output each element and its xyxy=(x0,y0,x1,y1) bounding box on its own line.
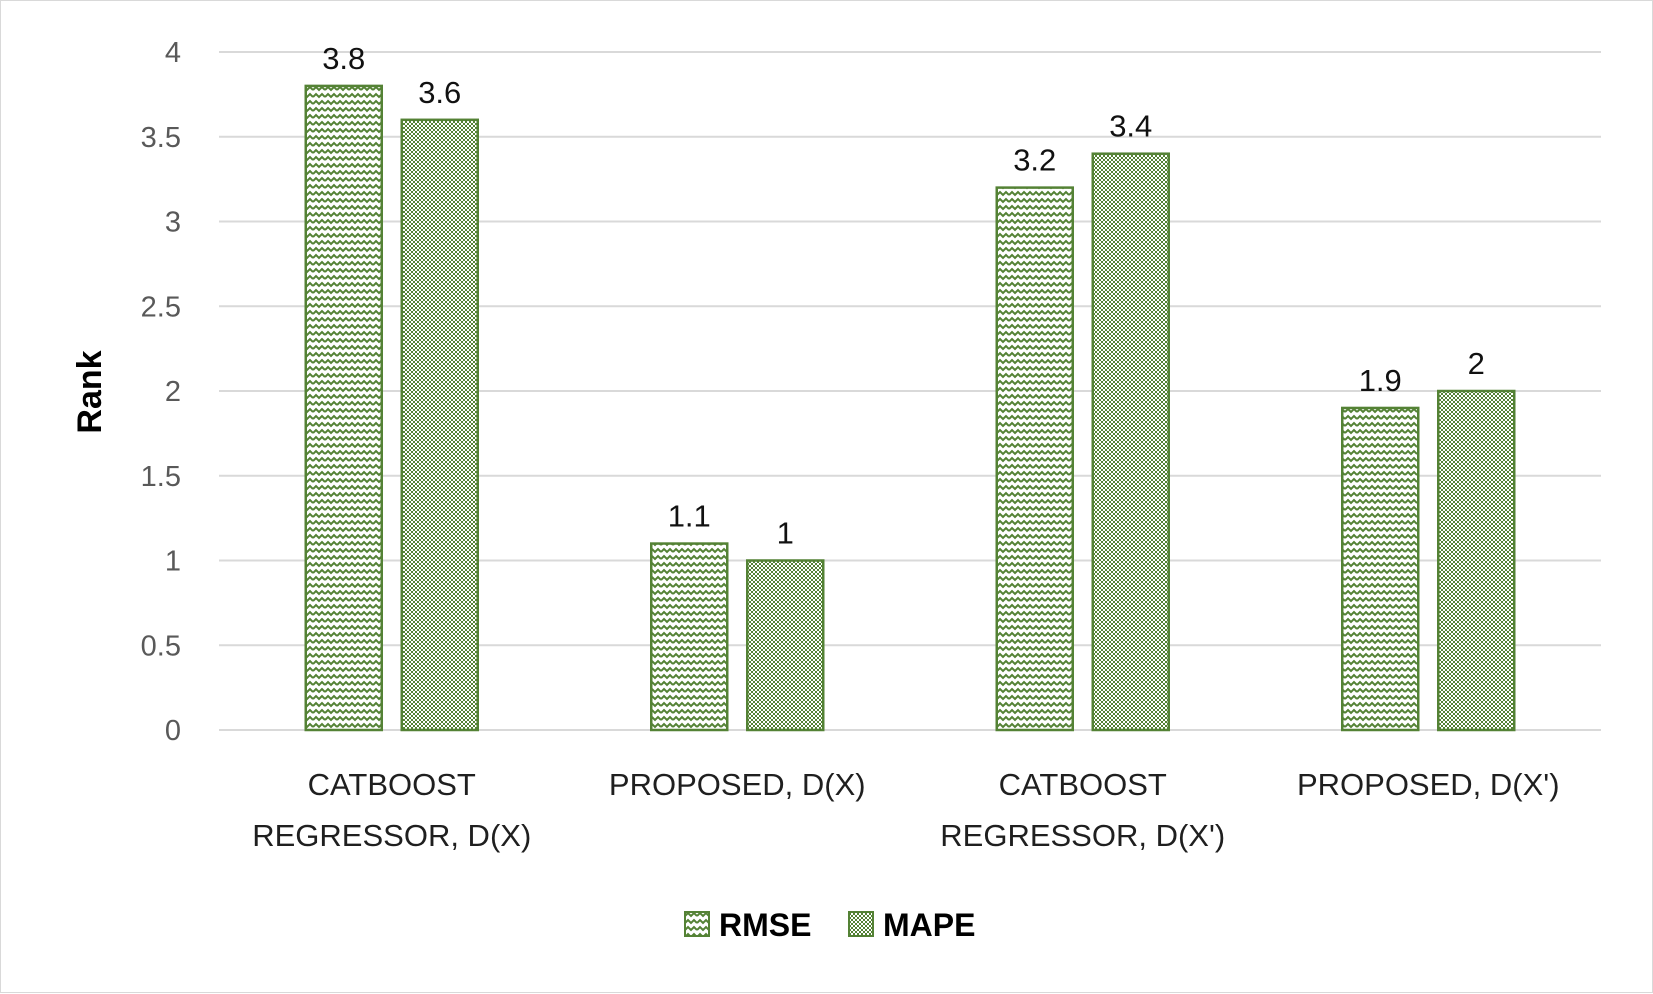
x-axis-categories: CATBOOST REGRESSOR, D(X) PROPOSED, D(X) CAT… xyxy=(252,767,1559,853)
data-label-mape: 2 xyxy=(1468,346,1485,381)
x-category-label: PROPOSED, D(X) xyxy=(609,767,866,802)
data-label-rmse: 1.1 xyxy=(668,499,711,534)
legend-label-rmse: RMSE xyxy=(719,907,811,943)
data-label-rmse: 3.2 xyxy=(1013,143,1056,178)
y-tick-label: 0.5 xyxy=(141,630,181,662)
x-category-label: REGRESSOR, D(X) xyxy=(252,818,531,853)
y-tick-label: 3.5 xyxy=(141,122,181,154)
x-category-label: CATBOOST xyxy=(308,767,476,802)
data-label-mape: 1 xyxy=(777,516,794,551)
data-label-rmse: 3.8 xyxy=(322,41,365,76)
legend: RMSE MAPE xyxy=(684,907,975,943)
y-tick-label: 2.5 xyxy=(141,291,181,323)
legend-swatch-rmse xyxy=(684,911,710,937)
bar-rmse xyxy=(1341,406,1420,732)
bar-rmse xyxy=(304,84,383,732)
y-tick-label: 1.5 xyxy=(141,461,181,493)
x-category-label: PROPOSED, D(X') xyxy=(1297,767,1560,802)
bar-mape xyxy=(746,559,825,732)
y-tick-label: 3 xyxy=(165,207,181,239)
x-category-label: REGRESSOR, D(X') xyxy=(940,818,1225,853)
y-axis-label: Rank xyxy=(71,350,109,433)
bar-mape xyxy=(1091,152,1170,732)
y-tick-label: 2 xyxy=(165,376,181,408)
bar-mape xyxy=(1437,389,1516,732)
bar-rmse xyxy=(995,186,1074,732)
legend-swatch-mape xyxy=(848,911,874,937)
bar-rmse xyxy=(650,542,729,732)
bars xyxy=(304,84,1516,732)
data-labels: 3.8 3.6 1.1 1 3.2 3.4 1.9 2 xyxy=(322,41,1485,551)
y-tick-label: 0 xyxy=(165,715,181,747)
y-tick-label: 1 xyxy=(165,546,181,578)
y-axis-ticks: 0 0.5 1 1.5 2 2.5 3 3.5 4 xyxy=(141,37,181,747)
data-label-rmse: 1.9 xyxy=(1359,363,1402,398)
y-tick-label: 4 xyxy=(165,37,181,69)
data-label-mape: 3.6 xyxy=(418,75,461,110)
bar-mape xyxy=(400,118,479,732)
x-category-label: CATBOOST xyxy=(999,767,1167,802)
data-label-mape: 3.4 xyxy=(1109,109,1152,144)
legend-label-mape: MAPE xyxy=(883,907,975,943)
